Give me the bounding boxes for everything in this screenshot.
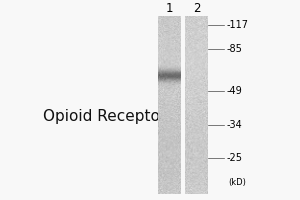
Text: Opioid Receptor: Opioid Receptor [44,108,166,123]
Text: -49: -49 [226,86,242,96]
Text: 1: 1 [166,1,173,15]
Text: -117: -117 [226,20,248,30]
Text: -85: -85 [226,44,242,54]
Text: (kD): (kD) [229,178,247,186]
Text: -34: -34 [226,120,242,130]
Text: 2: 2 [193,1,200,15]
Text: -25: -25 [226,153,242,163]
